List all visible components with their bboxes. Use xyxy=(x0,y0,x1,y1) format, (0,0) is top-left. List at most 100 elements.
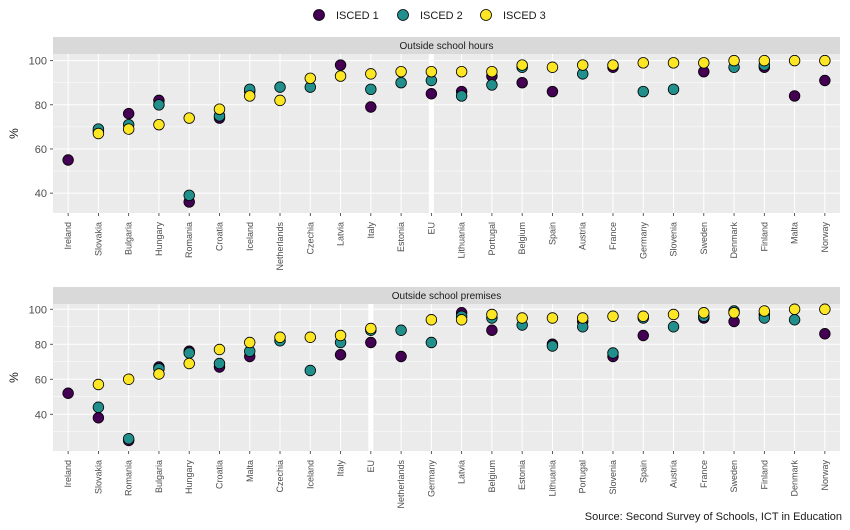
point-isced-3-norway xyxy=(819,54,831,67)
x-tick-label-portugal: Portugal xyxy=(487,222,497,256)
point-isced-3-denmark xyxy=(728,54,740,67)
point-isced-1-italy xyxy=(334,349,347,361)
point-isced-2-hungary xyxy=(183,347,195,359)
point-isced-1-bulgaria xyxy=(122,107,135,120)
point-isced-3-lithuania xyxy=(546,312,559,324)
point-isced-3-france xyxy=(698,307,710,319)
point-isced-3-france xyxy=(607,59,619,71)
point-isced-2-croatia xyxy=(213,357,226,370)
x-tick-label-ireland: Ireland xyxy=(63,222,73,250)
x-tick-label-sweden: Sweden xyxy=(729,460,739,493)
x-tick-label-bulgaria: Bulgaria xyxy=(124,222,134,255)
point-isced-1-slovakia xyxy=(92,412,105,424)
point-isced-3-slovakia xyxy=(92,127,105,140)
x-tick-label-czechia: Czechia xyxy=(305,222,315,255)
x-tick-label-lithuania: Lithuania xyxy=(547,460,557,497)
x-tick-label-norway: Norway xyxy=(820,460,830,491)
point-isced-1-belgium xyxy=(486,324,498,336)
x-tick-label-denmark: Denmark xyxy=(729,222,739,259)
point-isced-2-denmark xyxy=(788,314,801,326)
x-tick-label-spain: Spain xyxy=(547,222,557,245)
point-isced-3-slovenia xyxy=(667,57,680,69)
y-axis-label: % xyxy=(7,128,21,139)
point-isced-1-norway xyxy=(819,74,831,87)
point-isced-3-iceland xyxy=(304,331,316,343)
point-isced-1-ireland xyxy=(62,154,74,166)
point-isced-2-slovenia xyxy=(607,347,619,359)
point-isced-1-norway xyxy=(819,328,831,340)
x-tick-label-eu: EU xyxy=(426,222,436,235)
x-tick-label-netherlands: Netherlands xyxy=(275,222,285,271)
x-tick-label-romania: Romania xyxy=(184,222,194,258)
x-tick-label-slovakia: Slovakia xyxy=(93,222,103,256)
point-isced-3-croatia xyxy=(213,343,226,356)
point-isced-3-malta xyxy=(788,54,801,67)
point-isced-3-norway xyxy=(819,303,831,315)
legend-marker-isced1 xyxy=(313,9,325,21)
point-isced-2-germany xyxy=(425,336,438,349)
panel-outside-school-hours: Outside school hours 40 60 80 100 Ireland Slov… xyxy=(7,37,840,271)
point-isced-2-portugal xyxy=(486,79,498,91)
x-tick-label-romania: Romania xyxy=(124,460,134,496)
point-isced-3-austria xyxy=(667,308,680,321)
point-isced-3-spain xyxy=(546,61,559,73)
point-isced-1-italy xyxy=(365,101,377,113)
point-isced-3-finland xyxy=(758,305,771,317)
point-isced-1-latvia xyxy=(334,59,347,71)
point-isced-3-estonia xyxy=(516,312,528,324)
point-isced-3-czechia xyxy=(304,72,316,84)
point-isced-1-ireland xyxy=(62,387,74,399)
x-tick-label-netherlands: Netherlands xyxy=(396,460,406,509)
panel-outside-school-premises: Outside school premises 40 60 80 100 Ireland S… xyxy=(7,287,840,509)
point-isced-2-estonia xyxy=(395,77,407,89)
x-tick-label-estonia: Estonia xyxy=(517,460,527,490)
point-isced-3-czechia xyxy=(274,331,286,343)
point-isced-3-spain xyxy=(637,310,649,322)
y-tick-label: 100 xyxy=(29,56,47,68)
x-tick-label-croatia: Croatia xyxy=(214,222,224,251)
y-tick-label: 80 xyxy=(35,339,47,351)
x-tick-label-slovakia: Slovakia xyxy=(93,460,103,494)
y-tick-label: 80 xyxy=(35,100,47,112)
x-tick-label-denmark: Denmark xyxy=(790,460,800,497)
point-isced-1-eu xyxy=(365,336,377,349)
y-tick-label: 40 xyxy=(35,409,47,421)
y-tick-label: 100 xyxy=(29,304,47,316)
point-isced-3-estonia xyxy=(395,65,407,78)
point-isced-3-bulgaria xyxy=(122,123,135,135)
point-isced-3-romania xyxy=(122,373,135,385)
y-axis-label: % xyxy=(7,372,21,383)
point-isced-2-hungary xyxy=(153,99,165,111)
point-isced-2-lithuania xyxy=(546,340,559,352)
point-isced-1-spain xyxy=(637,329,649,342)
x-tick-label-slovenia: Slovenia xyxy=(608,460,618,495)
panel-title: Outside school premises xyxy=(392,291,502,302)
point-isced-3-slovakia xyxy=(92,378,105,391)
point-isced-2-slovakia xyxy=(92,401,105,413)
x-tick-label-malta: Malta xyxy=(245,460,255,482)
point-isced-2-netherlands xyxy=(274,81,286,93)
x-tick-label-ireland: Ireland xyxy=(63,460,73,488)
x-tick-label-sweden: Sweden xyxy=(699,222,709,255)
x-tick-label-germany: Germany xyxy=(426,460,436,498)
x-tick-label-france: France xyxy=(699,460,709,488)
point-isced-3-germany xyxy=(425,314,438,326)
point-isced-3-belgium xyxy=(486,308,498,321)
x-tick-label-iceland: Iceland xyxy=(305,460,315,489)
point-isced-2-romania xyxy=(183,189,195,202)
x-tick-label-czechia: Czechia xyxy=(275,460,285,493)
point-isced-3-bulgaria xyxy=(153,368,165,380)
panel-title: Outside school hours xyxy=(400,41,494,52)
point-isced-2-netherlands xyxy=(395,324,407,336)
point-isced-3-italy xyxy=(365,68,377,80)
point-isced-2-italy xyxy=(365,83,377,96)
point-isced-3-finland xyxy=(758,54,771,67)
point-isced-3-hungary xyxy=(153,118,165,131)
legend-label-isced2: ISCED 2 xyxy=(420,10,463,22)
point-isced-3-latvia xyxy=(334,70,347,82)
x-tick-label-bulgaria: Bulgaria xyxy=(154,460,164,493)
point-isced-3-sweden xyxy=(728,307,740,319)
source-caption: Source: Second Survey of Schools, ICT in… xyxy=(585,511,842,523)
point-isced-1-eu xyxy=(425,88,438,100)
x-tick-label-estonia: Estonia xyxy=(396,222,406,252)
